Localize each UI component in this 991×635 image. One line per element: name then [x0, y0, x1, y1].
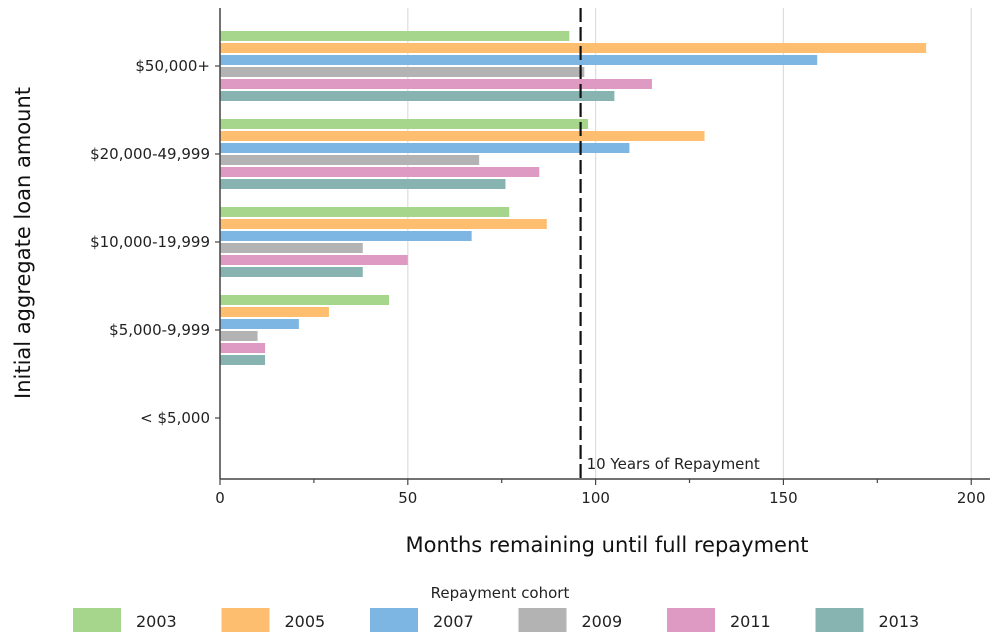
grid-lines: [407, 8, 972, 479]
bar: [220, 267, 363, 277]
bar: [220, 155, 480, 165]
reference-line-group: 10 Years of Repayment: [579, 8, 760, 479]
bar: [220, 131, 705, 141]
bar: [220, 231, 472, 241]
legend-label: 2009: [582, 612, 623, 631]
bar: [220, 119, 589, 129]
y-tick-label: $20,000-49,999: [90, 145, 210, 163]
bar: [220, 219, 547, 229]
bar: [220, 179, 506, 189]
x-tick-label: 50: [398, 489, 417, 507]
legend-swatch: [518, 608, 567, 632]
legend: Repayment cohort 2003 2005 2007 2009 2011 2013: [73, 584, 919, 632]
bar: [220, 355, 266, 365]
bar: [220, 343, 266, 353]
bar: [220, 307, 329, 317]
axes: $50,000+ $20,000-49,999 $10,000-19,999 $5,0…: [90, 8, 990, 507]
legend-label: 2007: [433, 612, 474, 631]
bar: [220, 207, 510, 217]
bar: [220, 319, 299, 329]
x-tick-label: 0: [215, 489, 225, 507]
bar: [220, 31, 570, 41]
bar: [220, 295, 390, 305]
legend-swatch: [667, 608, 715, 632]
bar: [220, 67, 585, 77]
x-axis-label: Months remaining until full repayment: [405, 533, 808, 557]
x-tick-label: 200: [957, 489, 986, 507]
bars: [220, 31, 927, 365]
x-tick-label: 100: [581, 489, 610, 507]
bar: [220, 143, 630, 153]
legend-swatch: [73, 608, 121, 632]
legend-swatch: [370, 608, 418, 632]
legend-label: 2011: [730, 612, 771, 631]
bar: [220, 255, 408, 265]
y-tick-label: $50,000+: [135, 57, 210, 75]
x-tick-label: 150: [769, 489, 798, 507]
bar: [220, 91, 615, 101]
bar: [220, 331, 258, 341]
bar: [220, 43, 927, 53]
y-axis-label: Initial aggregate loan amount: [11, 87, 35, 399]
legend-swatch: [815, 608, 864, 632]
y-tick-label: $5,000-9,999: [109, 321, 210, 339]
bar: [220, 79, 652, 89]
legend-label: 2013: [879, 612, 920, 631]
bar: [220, 243, 363, 253]
bar: [220, 55, 818, 65]
legend-title: Repayment cohort: [431, 584, 570, 602]
bar: [220, 167, 540, 177]
y-tick-label: $10,000-19,999: [90, 233, 210, 251]
reference-line-label: 10 Years of Repayment: [587, 455, 760, 473]
y-tick-label: < $5,000: [140, 409, 210, 427]
legend-swatch: [221, 608, 270, 632]
legend-label: 2003: [136, 612, 177, 631]
legend-label: 2005: [285, 612, 326, 631]
